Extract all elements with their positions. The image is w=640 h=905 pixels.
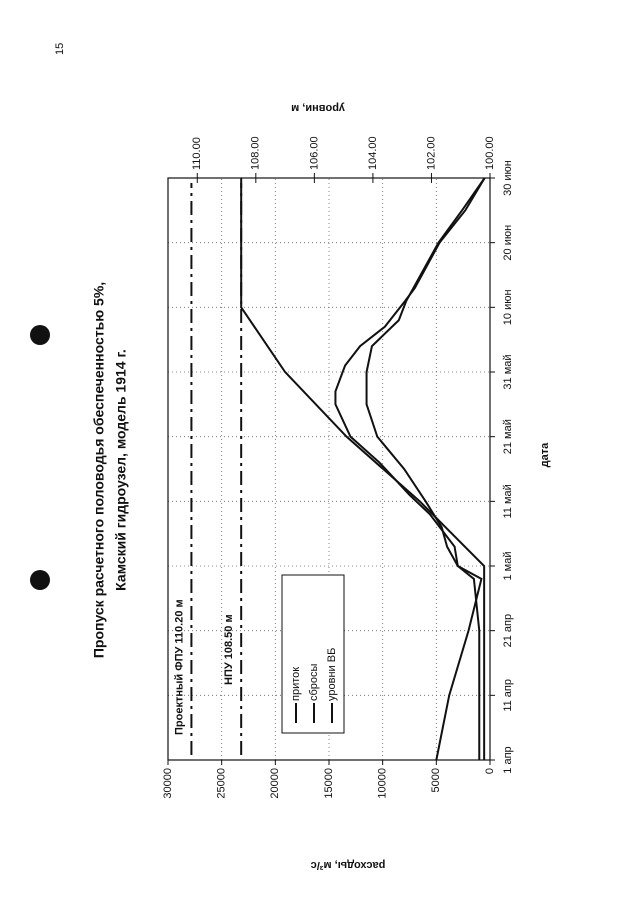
x-tick-label: 30 июн [502, 160, 514, 196]
punch-hole [30, 570, 50, 590]
y2-axis-title: уровни, м [291, 102, 345, 114]
x-tick-label: 21 апр [502, 614, 514, 647]
x-axis-title: дата [539, 442, 551, 467]
reference-label: НПУ 108.50 м [223, 614, 235, 685]
y2-tick-label: 110.00 [191, 137, 203, 170]
chart: 15 Пропуск расчетного половодья обеспече… [54, 43, 551, 871]
y2-tick-label: 108.00 [250, 136, 262, 170]
y2-tick-label: 102.00 [425, 136, 437, 170]
plot-frame [167, 177, 491, 761]
chart-subtitle: Камский гидроузел, модель 1914 г. [113, 349, 129, 591]
y-tick-label: 25000 [216, 768, 228, 799]
x-tick-label: 1 апр [502, 746, 514, 773]
series-line [334, 177, 486, 760]
series-line [365, 177, 486, 761]
y-tick-label: 20000 [269, 768, 281, 799]
page-number: 15 [54, 43, 66, 55]
legend-label: приток [290, 667, 302, 701]
x-tick-label: 1 май [502, 552, 514, 581]
y-tick-label: 30000 [162, 768, 174, 799]
x-tick-label: 21 май [502, 419, 514, 454]
series-line [240, 178, 486, 760]
x-tick-label: 20 июн [502, 225, 514, 261]
y2-tick-label: 104.00 [367, 136, 379, 170]
legend-label: сбросы [308, 663, 320, 701]
chart-title: Пропуск расчетного половодья обеспеченно… [91, 282, 107, 658]
y-axis-title: расходы, м³/с [311, 859, 386, 871]
y2-tick-label: 106.00 [308, 136, 320, 170]
reference-label: Проектный ФПУ 110.20 м [173, 599, 185, 735]
y-tick-label: 5000 [430, 768, 442, 792]
legend-label: уровни ВБ [326, 648, 338, 701]
x-tick-label: 31 май [502, 354, 514, 389]
legend-box [281, 574, 345, 734]
y2-tick-label: 100.00 [484, 136, 496, 170]
x-tick-label: 11 май [502, 484, 514, 518]
y-tick-label: 15000 [323, 768, 335, 799]
x-tick-label: 11 апр [502, 679, 514, 712]
punch-hole [30, 325, 50, 345]
x-tick-label: 10 июн [502, 289, 514, 325]
y-tick-label: 0 [484, 768, 496, 774]
y-tick-label: 10000 [377, 768, 389, 799]
